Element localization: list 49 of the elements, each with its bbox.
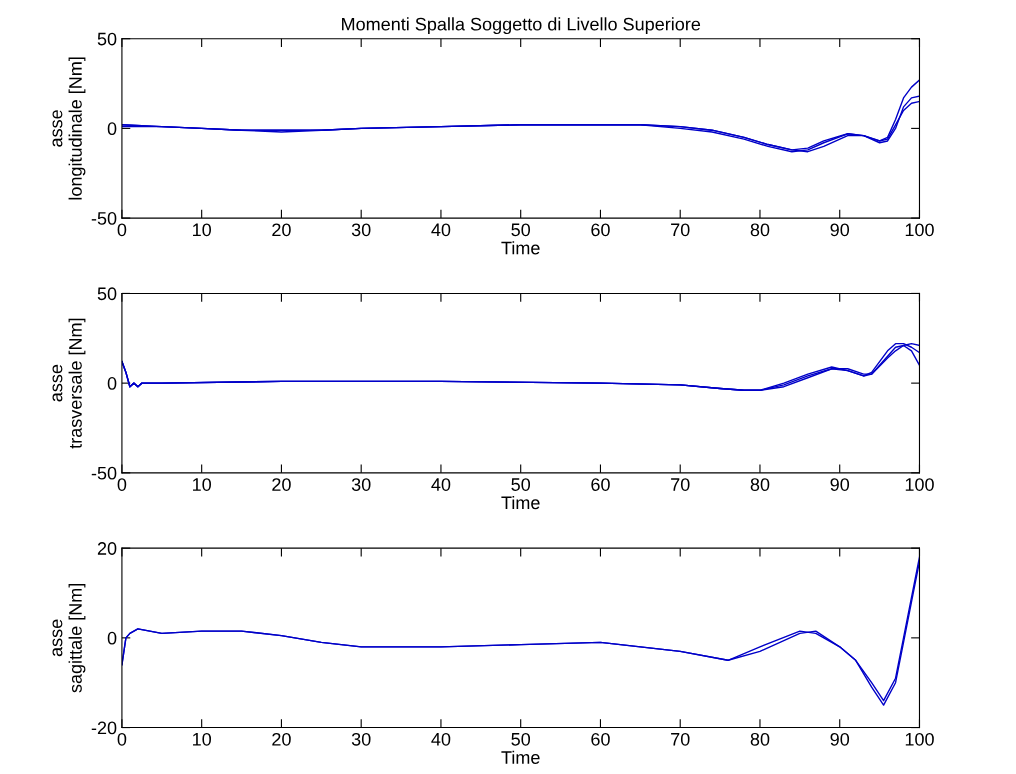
chart-title: Momenti Spalla Soggetto di Livello Superiore bbox=[342, 17, 701, 35]
x-tick-label: 60 bbox=[591, 223, 610, 237]
x-axis-title: Time bbox=[501, 241, 540, 255]
x-tick-label: 10 bbox=[193, 478, 212, 491]
x-tick-label: 40 bbox=[431, 223, 451, 237]
x-tick-label: 100 bbox=[905, 478, 934, 491]
x-tick-label: 60 bbox=[591, 478, 610, 491]
x-tick-label: 90 bbox=[830, 732, 850, 746]
x-tick-label: 0 bbox=[117, 223, 127, 237]
x-axis-title: Time bbox=[501, 750, 540, 764]
x-tick-label: 20 bbox=[272, 732, 291, 746]
x-tick-label: 0 bbox=[117, 478, 127, 491]
x-tick-label: 80 bbox=[750, 478, 770, 491]
x-tick-label: 30 bbox=[351, 732, 371, 746]
x-tick-label: 40 bbox=[431, 478, 451, 491]
x-tick-label: 70 bbox=[671, 732, 690, 746]
x-tick-label: 30 bbox=[351, 478, 371, 491]
x-tick-label: 20 bbox=[272, 478, 291, 491]
y-axis-title: asse longitudinale [Nm] bbox=[52, 57, 86, 200]
y-tick-label: 50 bbox=[97, 287, 117, 301]
x-tick-label: 50 bbox=[511, 732, 531, 746]
y-tick-label: -50 bbox=[91, 212, 117, 225]
y-tick-label: 0 bbox=[107, 377, 117, 390]
x-tick-label: 90 bbox=[830, 478, 850, 491]
x-tick-label: 10 bbox=[193, 732, 212, 746]
x-tick-label: 70 bbox=[671, 223, 690, 237]
y-axis-title: asse sagittale [Nm] bbox=[52, 583, 86, 693]
x-tick-label: 90 bbox=[830, 223, 850, 237]
x-tick-label: 0 bbox=[117, 732, 127, 746]
x-tick-label: 100 bbox=[905, 732, 934, 746]
x-tick-label: 70 bbox=[671, 478, 690, 491]
y-tick-label: 50 bbox=[97, 32, 117, 46]
y-tick-label: -50 bbox=[91, 466, 117, 480]
y-tick-label: 20 bbox=[97, 542, 117, 555]
x-tick-label: 40 bbox=[431, 732, 451, 746]
x-tick-label: 60 bbox=[591, 732, 610, 746]
x-axis-title: Time bbox=[501, 495, 540, 510]
x-tick-label: 10 bbox=[193, 223, 212, 237]
x-tick-label: 30 bbox=[351, 223, 371, 237]
x-tick-label: 80 bbox=[750, 223, 770, 237]
y-axis-title: asse trasversale [Nm] bbox=[52, 318, 86, 449]
y-tick-label: -20 bbox=[91, 721, 117, 735]
x-tick-label: 80 bbox=[750, 732, 770, 746]
x-tick-label: 50 bbox=[511, 478, 531, 491]
x-tick-label: 50 bbox=[511, 223, 531, 237]
y-tick-label: 0 bbox=[107, 631, 117, 645]
x-tick-label: 20 bbox=[272, 223, 291, 237]
y-tick-label: 0 bbox=[107, 122, 117, 136]
x-tick-label: 100 bbox=[905, 223, 934, 237]
